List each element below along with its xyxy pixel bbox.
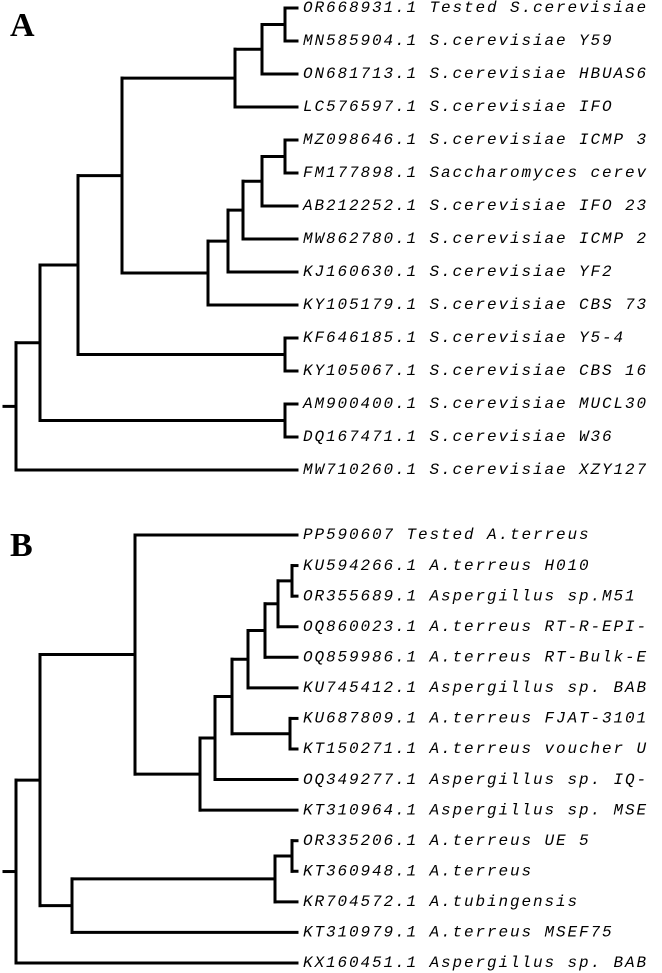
leaf-label: MZ098646.1 S.cerevisiae ICMP 3 (303, 131, 648, 149)
leaf-label: DQ167471.1 S.cerevisiae W36 (303, 428, 614, 446)
leaf-label: KX160451.1 Aspergillus sp. BAB (303, 954, 648, 972)
leaf-label: ON681713.1 S.cerevisiae HBUAS6 (303, 65, 648, 83)
leaf-label: OQ860023.1 A.terreus RT-R-EPI- (303, 618, 648, 636)
leaf-label: OQ349277.1 Aspergillus sp. IQ- (303, 771, 648, 789)
leaf-label: OR355689.1 Aspergillus sp.M51 (303, 587, 637, 605)
leaf-label: KF646185.1 S.cerevisiae Y5-4 (303, 329, 625, 347)
leaf-label: KU687809.1 A.terreus FJAT-3101 (303, 710, 648, 728)
leaf-label: MW710260.1 S.cerevisiae XZY127 (303, 461, 648, 479)
leaf-label: KT150271.1 A.terreus voucher U (303, 740, 648, 758)
leaf-label: KJ160630.1 S.cerevisiae YF2 (303, 263, 614, 281)
leaf-label: KY105179.1 S.cerevisiae CBS 73 (303, 296, 648, 314)
leaf-label: OR335206.1 A.terreus UE 5 (303, 832, 591, 850)
leaf-label: LC576597.1 S.cerevisiae IFO (303, 98, 614, 116)
leaf-label: KU745412.1 Aspergillus sp. BAB (303, 679, 648, 697)
leaf-label: KT360948.1 A.terreus (303, 862, 533, 880)
leaf-label: FM177898.1 Saccharomyces cerev (303, 164, 648, 182)
leaf-label: OR668931.1 Tested S.cerevisiae (303, 0, 648, 17)
leaf-label: MW862780.1 S.cerevisiae ICMP 2 (303, 230, 648, 248)
leaf-label: KT310964.1 Aspergillus sp. MSE (303, 801, 648, 819)
leaf-label: KY105067.1 S.cerevisiae CBS 16 (303, 362, 648, 380)
panel-label: B (10, 527, 33, 564)
leaf-label: PP590607 Tested A.terreus (303, 526, 591, 544)
leaf-label: AB212252.1 S.cerevisiae IFO 23 (302, 197, 648, 215)
leaf-label: KU594266.1 A.terreus H010 (303, 557, 591, 575)
leaf-label: AM900400.1 S.cerevisiae MUCL30 (302, 395, 648, 413)
leaf-label: OQ859986.1 A.terreus RT-Bulk-E (303, 648, 648, 666)
panel-label: A (10, 7, 35, 44)
leaf-label: MN585904.1 S.cerevisiae Y59 (303, 32, 614, 50)
leaf-label: KR704572.1 A.tubingensis (303, 893, 579, 911)
leaf-label: KT310979.1 A.terreus MSEF75 (303, 924, 614, 942)
